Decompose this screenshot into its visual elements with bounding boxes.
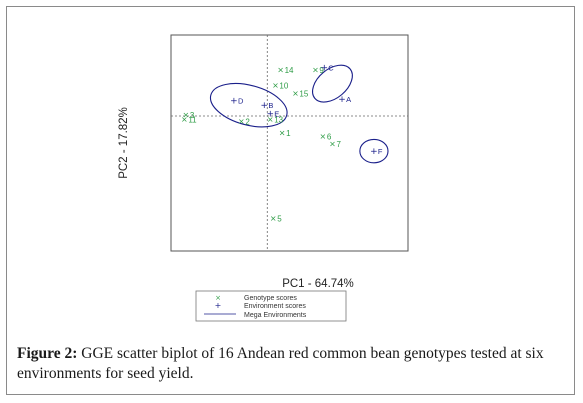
genotype-label-14: 14: [285, 66, 294, 75]
environment-label-A: A: [346, 95, 351, 104]
environment-marker-C: +: [321, 63, 329, 73]
genotype-marker-7: ×: [329, 139, 336, 148]
genotype-label-15: 15: [299, 90, 308, 99]
environment-label-C: C: [328, 63, 334, 72]
environment-label-F: F: [378, 147, 383, 156]
biplot-svg: × 1× 2× 3× 5× 6× 7× 9× 10× 11 × 13× 14× 15 + A+ B+ C+ D+ E…: [118, 34, 409, 322]
genotype-marker-14: ×: [277, 66, 284, 75]
genotype-label-9: 9: [319, 66, 324, 75]
genotype-marker-6: ×: [319, 132, 326, 141]
environment-points: + A+ B+ C+ D+ E+ F: [230, 63, 383, 157]
genotype-marker-13: ×: [267, 115, 274, 124]
genotype-label-2: 2: [245, 117, 250, 126]
legend-box: [195, 290, 347, 322]
genotype-points: × 1× 2× 3× 5× 6× 7× 9× 10× 11 × 13× 14× 15: [181, 66, 341, 224]
figure-caption: Figure 2: GGE scatter biplot of 16 Andea…: [17, 344, 572, 384]
genotype-label-7: 7: [336, 140, 341, 149]
mega-environment-ellipse-3: [359, 138, 389, 164]
legend-environment-marker: +: [215, 301, 222, 310]
genotype-marker-2: ×: [238, 117, 245, 126]
genotype-label-6: 6: [327, 133, 332, 142]
environment-marker-D: +: [230, 97, 238, 107]
genotype-label-3: 3: [190, 111, 195, 120]
genotype-label-13: 13: [274, 116, 283, 125]
genotype-marker-3: ×: [182, 111, 189, 120]
genotype-marker-11: ×: [181, 115, 188, 124]
mega-environment-ellipses: [209, 64, 389, 164]
legend-genotype-label: Genotype scores: [244, 295, 297, 302]
x-axis-label: PC1 - 64.74%: [282, 278, 354, 290]
genotype-label-5: 5: [277, 215, 282, 224]
legend-genotype-marker: ×: [215, 294, 221, 302]
environment-marker-B: +: [261, 101, 269, 111]
environment-label-D: D: [238, 97, 244, 106]
environment-marker-A: +: [338, 95, 346, 105]
mega-environment-ellipse-1: [209, 82, 288, 128]
caption-label: Figure 2:: [17, 345, 78, 362]
caption-text: GGE scatter biplot of 16 Andean red comm…: [17, 345, 544, 382]
legend-mega-label: Mega Environments: [244, 312, 307, 319]
legend: × Genotype scores + Environment scores M…: [195, 290, 347, 322]
genotype-marker-9: ×: [312, 66, 319, 75]
genotype-label-11: 11: [188, 116, 197, 125]
mega-environment-ellipse-2: [312, 64, 353, 103]
genotype-label-1: 1: [286, 129, 291, 138]
genotype-marker-15: ×: [292, 89, 299, 98]
environment-label-E: E: [274, 109, 279, 118]
genotype-marker-1: ×: [279, 129, 286, 138]
environment-label-B: B: [268, 101, 273, 110]
y-axis-label: PC2 - 17.82%: [118, 107, 130, 179]
environment-marker-F: +: [370, 147, 378, 157]
plot-area: [170, 34, 409, 252]
figure-frame: [6, 6, 575, 395]
genotype-marker-5: ×: [270, 214, 277, 223]
genotype-label-10: 10: [279, 81, 288, 90]
genotype-marker-10: ×: [272, 81, 279, 90]
environment-marker-E: +: [266, 109, 274, 119]
legend-environment-label: Environment scores: [244, 303, 306, 310]
